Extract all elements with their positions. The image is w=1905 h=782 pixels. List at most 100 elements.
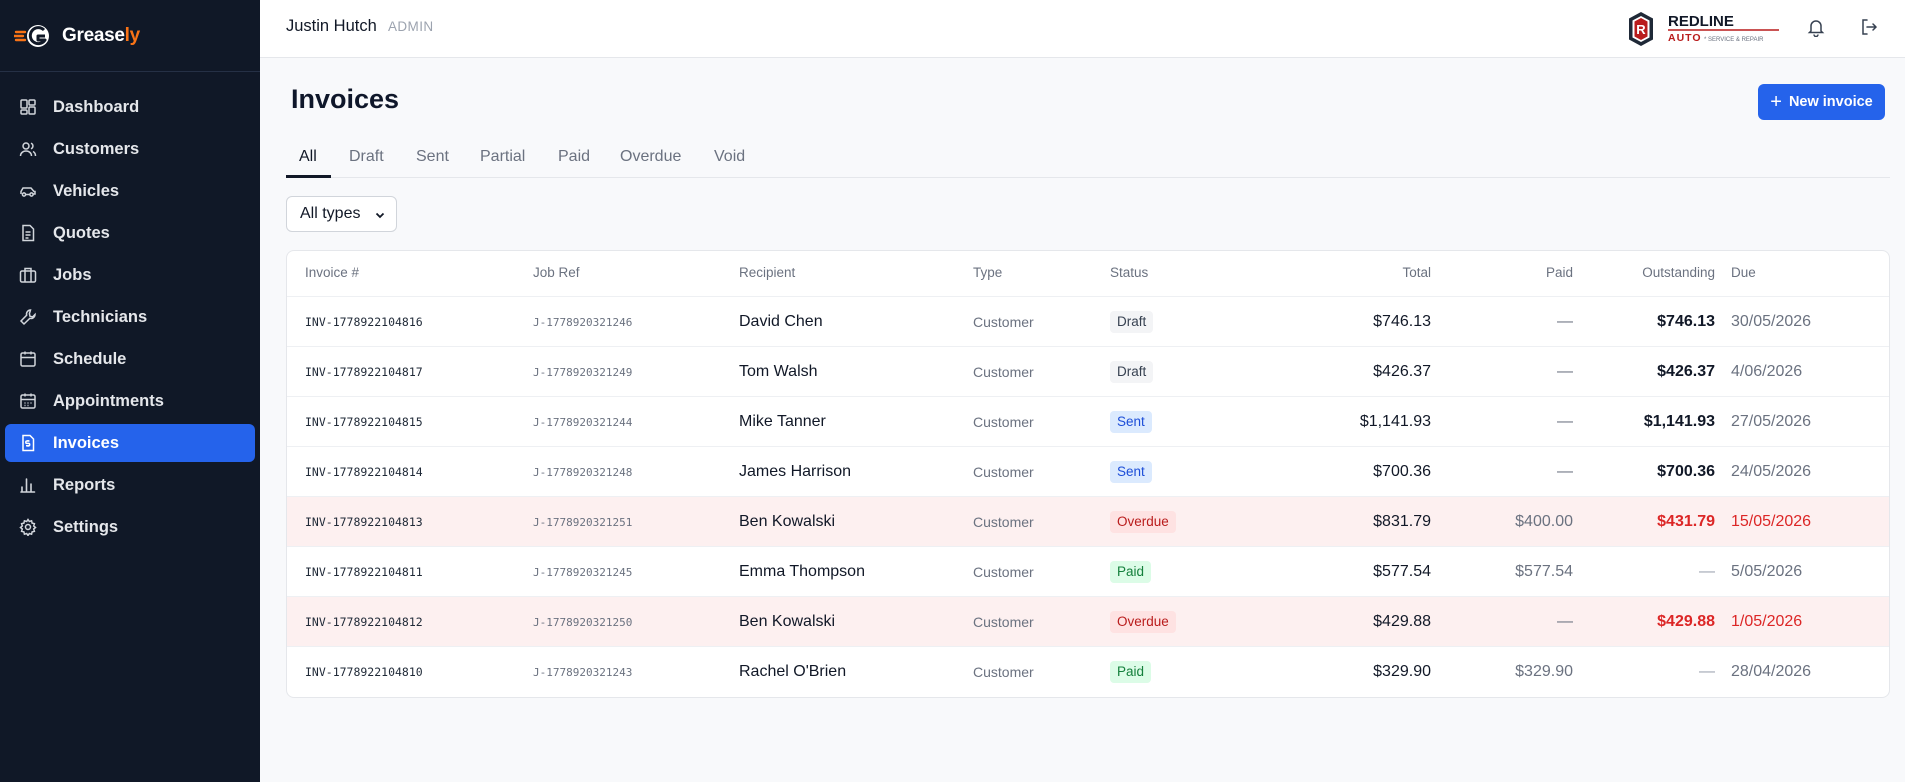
sidebar-item-quotes[interactable]: Quotes bbox=[5, 214, 255, 252]
due-date: 28/04/2026 bbox=[1731, 663, 1812, 680]
col-total[interactable]: Total bbox=[1402, 265, 1431, 280]
job-ref[interactable]: J-1778920321248 bbox=[533, 465, 633, 479]
status-badge: Overdue bbox=[1110, 511, 1176, 533]
sidebar-item-appointments[interactable]: Appointments bbox=[5, 382, 255, 420]
sidebar-item-vehicles[interactable]: Vehicles bbox=[5, 172, 255, 210]
total-amount: $746.13 bbox=[1373, 313, 1431, 330]
logout-icon[interactable] bbox=[1859, 17, 1881, 39]
job-ref[interactable]: J-1778920321251 bbox=[533, 515, 633, 529]
invoice-type: Customer bbox=[973, 564, 1034, 580]
sidebar-item-dashboard[interactable]: Dashboard bbox=[5, 88, 255, 126]
calendar-icon bbox=[19, 350, 37, 368]
logo-line2: AUTO bbox=[1668, 32, 1702, 44]
invoice-type: Customer bbox=[973, 414, 1034, 430]
brand[interactable]: Greasely bbox=[0, 0, 260, 72]
invoice-number[interactable]: INV-1778922104810 bbox=[305, 665, 423, 679]
new-invoice-label: New invoice bbox=[1788, 94, 1873, 110]
table-row[interactable]: INV-1778922104814 J-1778920321248 James Ha… bbox=[287, 446, 1889, 496]
invoice-number[interactable]: INV-1778922104816 bbox=[305, 315, 423, 329]
col-invoice[interactable]: Invoice # bbox=[305, 265, 360, 280]
total-amount: $831.79 bbox=[1373, 513, 1431, 530]
status-cell: Sent bbox=[1110, 447, 1152, 497]
tab-partial[interactable]: Partial bbox=[480, 148, 526, 165]
chevron-down-icon bbox=[375, 212, 385, 219]
outstanding-amount: $1,141.93 bbox=[1643, 413, 1715, 430]
col-type[interactable]: Type bbox=[973, 265, 1003, 280]
total-amount: $426.37 bbox=[1373, 363, 1431, 380]
status-badge: Sent bbox=[1110, 411, 1152, 433]
sidebar-item-label: Invoices bbox=[53, 433, 120, 452]
sidebar-item-invoices[interactable]: Invoices bbox=[5, 424, 255, 462]
sidebar-item-reports[interactable]: Reports bbox=[5, 466, 255, 504]
outstanding-amount: $700.36 bbox=[1657, 463, 1715, 480]
invoice-number[interactable]: INV-1778922104812 bbox=[305, 615, 423, 629]
invoice-number[interactable]: INV-1778922104811 bbox=[305, 565, 423, 579]
table-row[interactable]: INV-1778922104810 J-1778920321243 Rachel O… bbox=[287, 646, 1889, 696]
col-paid[interactable]: Paid bbox=[1545, 265, 1573, 280]
sidebar-item-customers[interactable]: Customers bbox=[5, 130, 255, 168]
col-due[interactable]: Due bbox=[1731, 265, 1756, 280]
invoice-type: Customer bbox=[973, 514, 1034, 530]
invoice-number[interactable]: INV-1778922104813 bbox=[305, 515, 423, 529]
table-row[interactable]: INV-1778922104812 J-1778920321250 Ben Kowa… bbox=[287, 596, 1889, 646]
sidebar-item-settings[interactable]: Settings bbox=[5, 508, 255, 546]
job-ref[interactable]: J-1778920321245 bbox=[533, 565, 633, 579]
col-status[interactable]: Status bbox=[1110, 265, 1149, 280]
tab-paid[interactable]: Paid bbox=[558, 148, 591, 165]
paid-amount: — bbox=[1557, 463, 1573, 480]
due-date: 15/05/2026 bbox=[1731, 513, 1812, 530]
car-icon bbox=[19, 182, 37, 200]
company-logo: R REDLINE AUTO * SERVICE & REPAIR bbox=[1626, 10, 1786, 48]
table-row[interactable]: INV-1778922104811 J-1778920321245 Emma Tho… bbox=[287, 546, 1889, 596]
status-badge: Overdue bbox=[1110, 611, 1176, 633]
job-ref[interactable]: J-1778920321244 bbox=[533, 415, 633, 429]
tab-draft[interactable]: Draft bbox=[349, 148, 384, 165]
active-tab-indicator bbox=[286, 175, 331, 178]
type-filter-select[interactable]: All types bbox=[286, 196, 397, 232]
greasely-logo-icon bbox=[14, 21, 54, 51]
logo-tagline: * SERVICE & REPAIR bbox=[1704, 37, 1764, 43]
invoice-number[interactable]: INV-1778922104817 bbox=[305, 365, 423, 379]
gear-icon bbox=[19, 518, 37, 536]
table-row[interactable]: INV-1778922104817 J-1778920321249 Tom Wals… bbox=[287, 346, 1889, 396]
outstanding-amount: $429.88 bbox=[1657, 613, 1715, 630]
tab-sent[interactable]: Sent bbox=[416, 148, 449, 165]
status-tabs: All Draft Sent Partial Paid Overdue Void bbox=[286, 140, 1890, 178]
sidebar-item-technicians[interactable]: Technicians bbox=[5, 298, 255, 336]
outstanding-amount: — bbox=[1699, 563, 1715, 580]
invoice-number[interactable]: INV-1778922104815 bbox=[305, 415, 423, 429]
invoice-number[interactable]: INV-1778922104814 bbox=[305, 465, 423, 479]
due-date: 5/05/2026 bbox=[1731, 563, 1803, 580]
table-row[interactable]: INV-1778922104813 J-1778920321251 Ben Kowa… bbox=[287, 496, 1889, 546]
document-icon bbox=[19, 224, 37, 242]
sidebar-item-schedule[interactable]: Schedule bbox=[5, 340, 255, 378]
bell-icon[interactable] bbox=[1806, 17, 1828, 39]
col-job-ref[interactable]: Job Ref bbox=[533, 265, 580, 280]
paid-amount: $329.90 bbox=[1515, 663, 1573, 680]
due-date: 27/05/2026 bbox=[1731, 413, 1812, 430]
status-cell: Draft bbox=[1110, 347, 1154, 397]
sidebar-item-jobs[interactable]: Jobs bbox=[5, 256, 255, 294]
table-row[interactable]: INV-1778922104815 J-1778920321244 Mike Tan… bbox=[287, 396, 1889, 446]
sidebar-item-label: Technicians bbox=[53, 307, 148, 326]
job-ref[interactable]: J-1778920321243 bbox=[533, 665, 633, 679]
brand-name: Greasely bbox=[62, 24, 140, 46]
job-ref[interactable]: J-1778920321249 bbox=[533, 365, 633, 379]
job-ref[interactable]: J-1778920321246 bbox=[533, 315, 633, 329]
recipient-name: Emma Thompson bbox=[739, 563, 865, 580]
wrench-icon bbox=[19, 308, 37, 326]
outstanding-amount: $746.13 bbox=[1657, 313, 1715, 330]
tab-overdue[interactable]: Overdue bbox=[620, 148, 682, 165]
tab-all[interactable]: All bbox=[299, 148, 317, 165]
due-date: 24/05/2026 bbox=[1731, 463, 1812, 480]
new-invoice-button[interactable]: + New invoice bbox=[1758, 84, 1885, 120]
job-ref[interactable]: J-1778920321250 bbox=[533, 615, 633, 629]
col-outstanding[interactable]: Outstanding bbox=[1642, 265, 1715, 280]
col-recipient[interactable]: Recipient bbox=[739, 265, 796, 280]
user-name: Justin Hutch bbox=[286, 17, 377, 35]
paid-amount: $577.54 bbox=[1515, 563, 1573, 580]
tab-void[interactable]: Void bbox=[714, 148, 746, 165]
table-row[interactable]: INV-1778922104816 J-1778920321246 David Ch… bbox=[287, 296, 1889, 346]
recipient-name: Mike Tanner bbox=[739, 413, 826, 430]
total-amount: $429.88 bbox=[1373, 613, 1431, 630]
